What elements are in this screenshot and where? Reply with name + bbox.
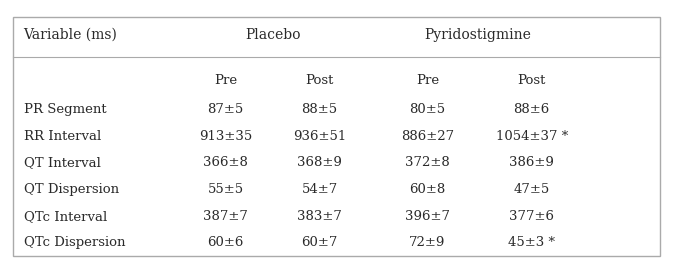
Text: QTc Dispersion: QTc Dispersion [24, 237, 125, 249]
Text: 87±5: 87±5 [207, 103, 244, 116]
Text: RR Interval: RR Interval [24, 130, 101, 143]
Text: 60±8: 60±8 [409, 183, 446, 196]
Text: QT Interval: QT Interval [24, 156, 100, 169]
Text: 88±5: 88±5 [302, 103, 338, 116]
Text: 54±7: 54±7 [302, 183, 338, 196]
Text: Pyridostigmine: Pyridostigmine [425, 28, 531, 42]
Text: 1054±37 *: 1054±37 * [495, 130, 568, 143]
Text: Pre: Pre [214, 74, 237, 87]
Text: 45±3 *: 45±3 * [508, 237, 555, 249]
Text: 387±7: 387±7 [203, 210, 248, 223]
Text: 72±9: 72±9 [409, 237, 446, 249]
Text: 60±7: 60±7 [302, 237, 338, 249]
Text: 913±35: 913±35 [199, 130, 252, 143]
Text: 886±27: 886±27 [401, 130, 454, 143]
Text: 383±7: 383±7 [297, 210, 342, 223]
Text: Post: Post [518, 74, 546, 87]
Text: QTc Interval: QTc Interval [24, 210, 107, 223]
Text: 80±5: 80±5 [409, 103, 446, 116]
Text: 88±6: 88±6 [513, 103, 550, 116]
Text: 372±8: 372±8 [405, 156, 450, 169]
Bar [13, 17, 660, 256]
Text: Variable (ms): Variable (ms) [24, 28, 117, 42]
Text: 377±6: 377±6 [509, 210, 554, 223]
Text: PR Segment: PR Segment [24, 103, 106, 116]
Text: 47±5: 47±5 [513, 183, 550, 196]
Text: 55±5: 55±5 [207, 183, 244, 196]
Text: 368±9: 368±9 [297, 156, 342, 169]
Text: QT Dispersion: QT Dispersion [24, 183, 118, 196]
Text: 386±9: 386±9 [509, 156, 554, 169]
Text: Pre: Pre [416, 74, 439, 87]
Text: Post: Post [306, 74, 334, 87]
Text: 366±8: 366±8 [203, 156, 248, 169]
Text: 60±6: 60±6 [207, 237, 244, 249]
Text: Placebo: Placebo [245, 28, 300, 42]
Text: 936±51: 936±51 [293, 130, 347, 143]
Text: 396±7: 396±7 [405, 210, 450, 223]
